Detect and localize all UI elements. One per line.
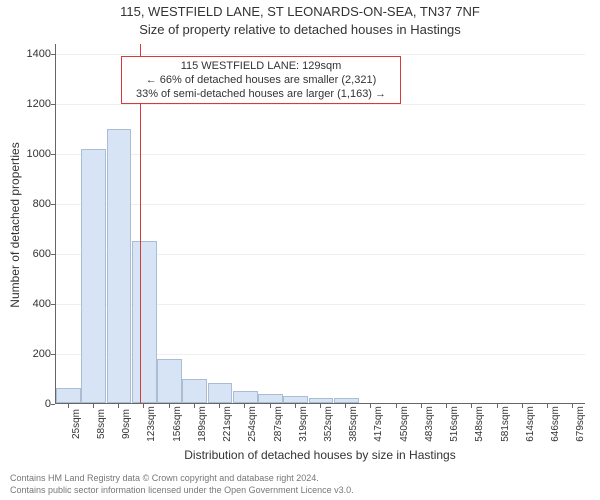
footer-line1: Contains HM Land Registry data © Crown c… [10, 472, 590, 484]
x-tick-label: 189sqm [197, 404, 208, 444]
x-tick-mark [143, 404, 144, 408]
x-tick-label: 221sqm [222, 404, 233, 444]
x-tick-label: 287sqm [273, 404, 284, 444]
x-tick-mark [522, 404, 523, 408]
x-tick-mark [446, 404, 447, 408]
histogram-bar [182, 379, 207, 403]
x-tick-label: 646sqm [550, 404, 561, 444]
x-tick-mark [295, 404, 296, 408]
histogram-bar [258, 394, 283, 403]
footer: Contains HM Land Registry data © Crown c… [10, 472, 590, 496]
x-tick-mark [370, 404, 371, 408]
grid-line [56, 54, 585, 55]
histogram-bar [81, 149, 106, 403]
x-tick-label: 319sqm [298, 404, 309, 444]
x-tick-label: 25sqm [71, 404, 82, 444]
y-tick-label: 1000 [25, 149, 51, 160]
y-axis-label: Number of detached properties [8, 45, 22, 405]
y-tick-label: 600 [25, 249, 51, 260]
x-tick-mark [194, 404, 195, 408]
histogram-bar [283, 396, 308, 404]
x-tick-label: 58sqm [96, 404, 107, 444]
x-tick-mark [320, 404, 321, 408]
y-tick-label: 1200 [25, 99, 51, 110]
x-tick-mark [547, 404, 548, 408]
x-tick-mark [118, 404, 119, 408]
y-tick-label: 400 [25, 299, 51, 310]
x-tick-label: 679sqm [575, 404, 586, 444]
x-tick-label: 516sqm [449, 404, 460, 444]
y-tick-label: 1400 [25, 49, 51, 60]
x-tick-mark [396, 404, 397, 408]
x-tick-label: 450sqm [399, 404, 410, 444]
x-tick-mark [93, 404, 94, 408]
x-tick-label: 90sqm [121, 404, 132, 444]
histogram-bar [334, 398, 359, 403]
x-axis-label: Distribution of detached houses by size … [55, 448, 585, 462]
x-tick-mark [270, 404, 271, 408]
histogram-bar [208, 383, 233, 403]
title-line1: 115, WESTFIELD LANE, ST LEONARDS-ON-SEA,… [0, 4, 600, 19]
annotation-line: 115 WESTFIELD LANE: 129sqm [126, 59, 396, 73]
histogram-bar [157, 359, 182, 403]
x-tick-label: 483sqm [424, 404, 435, 444]
annotation-box: 115 WESTFIELD LANE: 129sqm← 66% of detac… [121, 56, 401, 104]
x-tick-mark [572, 404, 573, 408]
histogram-bar [107, 129, 132, 403]
x-tick-label: 548sqm [474, 404, 485, 444]
grid-line [56, 154, 585, 155]
y-tick-label: 800 [25, 199, 51, 210]
footer-line2: Contains public sector information licen… [10, 484, 590, 496]
annotation-line: 33% of semi-detached houses are larger (… [126, 87, 396, 101]
y-tick-mark [51, 404, 55, 405]
x-tick-label: 123sqm [146, 404, 157, 444]
x-tick-label: 385sqm [348, 404, 359, 444]
y-tick-label: 200 [25, 349, 51, 360]
x-tick-mark [345, 404, 346, 408]
grid-line [56, 204, 585, 205]
y-tick-label: 0 [25, 399, 51, 410]
x-tick-mark [219, 404, 220, 408]
histogram-bar [233, 391, 258, 404]
x-tick-label: 614sqm [525, 404, 536, 444]
x-tick-mark [244, 404, 245, 408]
histogram-bar [309, 398, 334, 403]
x-tick-label: 156sqm [172, 404, 183, 444]
x-tick-label: 254sqm [247, 404, 258, 444]
x-tick-mark [169, 404, 170, 408]
x-tick-label: 581sqm [500, 404, 511, 444]
x-tick-mark [68, 404, 69, 408]
title-line2: Size of property relative to detached ho… [0, 22, 600, 37]
histogram-bar [56, 388, 81, 403]
x-tick-mark [497, 404, 498, 408]
page-root: 115, WESTFIELD LANE, ST LEONARDS-ON-SEA,… [0, 0, 600, 500]
x-tick-mark [471, 404, 472, 408]
x-tick-label: 417sqm [373, 404, 384, 444]
x-tick-label: 352sqm [323, 404, 334, 444]
plot-area: 115 WESTFIELD LANE: 129sqm← 66% of detac… [55, 44, 585, 404]
x-tick-mark [421, 404, 422, 408]
grid-line [56, 104, 585, 105]
histogram-bar [132, 241, 157, 404]
annotation-line: ← 66% of detached houses are smaller (2,… [126, 73, 396, 87]
